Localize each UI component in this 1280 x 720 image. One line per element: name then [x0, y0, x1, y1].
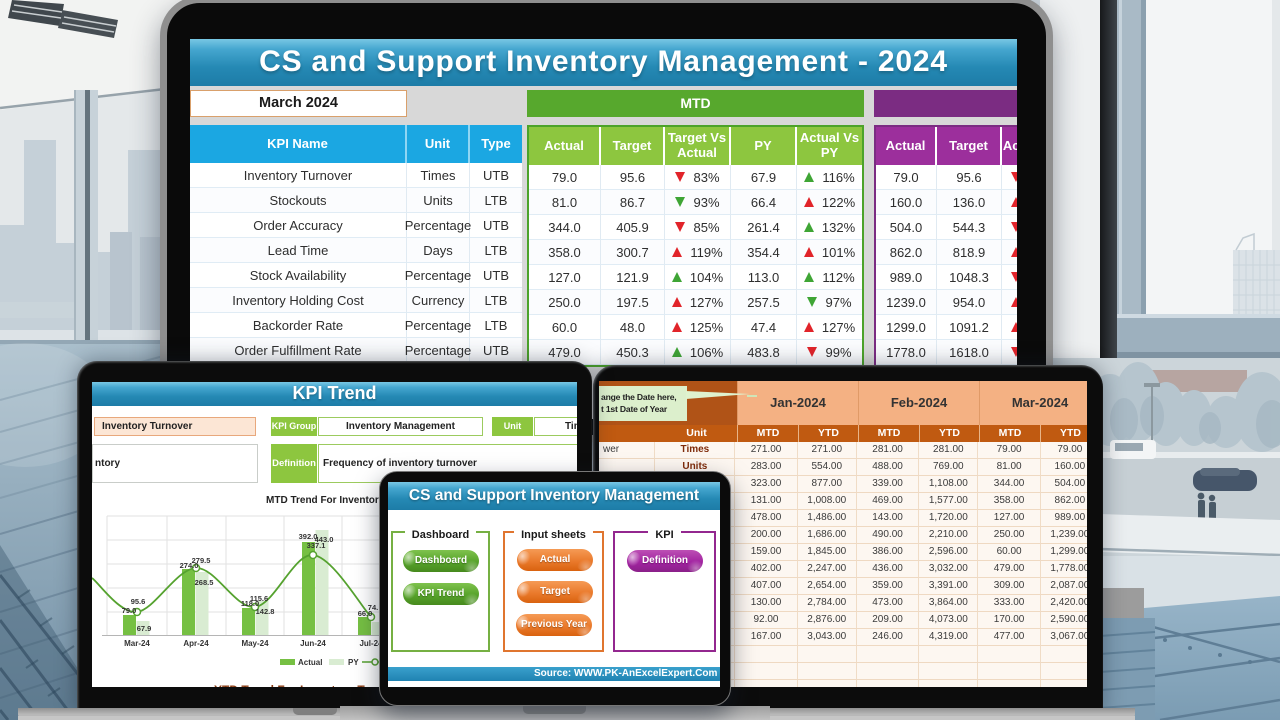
svg-text:Jun-24: Jun-24 [300, 639, 326, 648]
svg-text:Mar-24: Mar-24 [124, 639, 150, 648]
svg-text:67.9: 67.9 [137, 624, 152, 633]
svg-text:115.6: 115.6 [250, 594, 268, 603]
svg-text:Actual: Actual [298, 658, 322, 667]
svg-text:PY: PY [348, 658, 359, 667]
svg-text:118.0: 118.0 [241, 599, 259, 608]
svg-text:142.8: 142.8 [256, 607, 275, 616]
svg-text:79.0: 79.0 [122, 606, 137, 615]
svg-text:May-24: May-24 [241, 639, 269, 648]
svg-text:337.1: 337.1 [307, 541, 326, 550]
svg-text:392.0: 392.0 [299, 532, 318, 541]
svg-text:95.6: 95.6 [131, 597, 146, 606]
svg-text:268.5: 268.5 [195, 578, 214, 587]
svg-text:Apr-24: Apr-24 [183, 639, 209, 648]
svg-text:74.: 74. [368, 603, 378, 612]
svg-text:279.5: 279.5 [192, 556, 211, 565]
svg-text:Jul-24: Jul-24 [359, 639, 383, 648]
svg-text:66.0: 66.0 [358, 609, 373, 618]
svg-text:274.0: 274.0 [180, 561, 199, 570]
svg-text:443.0: 443.0 [315, 535, 334, 544]
